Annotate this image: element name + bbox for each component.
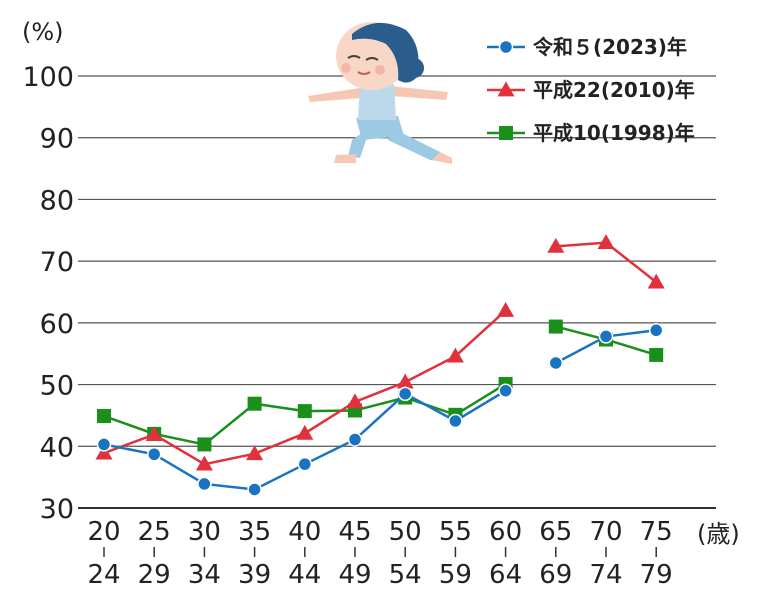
- data-point: [195, 455, 213, 471]
- legend-marker: [499, 126, 513, 140]
- data-point: [247, 396, 262, 411]
- data-point: [446, 347, 464, 363]
- y-tick-label: 40: [40, 432, 74, 463]
- x-tick-label-top: 70: [589, 517, 622, 547]
- data-point: [648, 323, 664, 338]
- data-point: [448, 413, 463, 429]
- data-point: [95, 444, 113, 460]
- data-point: [347, 432, 363, 447]
- data-point: [297, 456, 313, 472]
- data-point: [396, 373, 414, 389]
- y-axis-ticks: 30 40 50 60 70 80 90 100: [22, 62, 74, 525]
- data-point: [346, 393, 364, 409]
- y-axis-unit: (%): [22, 18, 64, 46]
- data-point: [497, 302, 515, 317]
- x-tick-label-top: 35: [238, 517, 271, 547]
- legend-marker: [498, 39, 514, 55]
- x-tick-label-bottom: 24: [87, 560, 120, 590]
- y-tick-label: 70: [40, 247, 74, 278]
- data-point: [197, 476, 212, 492]
- x-tick-label-bottom: 79: [640, 560, 673, 590]
- data-point: [647, 273, 665, 289]
- x-tick-label-top: 60: [489, 517, 522, 547]
- data-point: [246, 445, 264, 461]
- x-tick-label-bottom: 74: [589, 560, 622, 590]
- series-circle: [96, 323, 664, 497]
- x-tick-label-top: 50: [389, 517, 422, 547]
- data-point: [397, 386, 413, 402]
- x-tick-label-bottom: 59: [439, 560, 472, 590]
- legend-marker: [497, 81, 515, 97]
- legend-label: 令和５(2023)年: [533, 35, 687, 59]
- x-tick-label-bottom: 39: [238, 560, 271, 590]
- x-tick-label-top: 45: [338, 517, 371, 547]
- y-tick-label: 50: [40, 371, 74, 402]
- gridlines: [78, 75, 716, 509]
- x-tick-label-bottom: 44: [288, 560, 321, 590]
- legend-label: 平成10(1998)年: [533, 121, 695, 145]
- x-tick-label-bottom: 54: [389, 560, 422, 590]
- data-point: [548, 319, 563, 334]
- y-tick-label: 30: [40, 494, 74, 525]
- data-point: [548, 355, 564, 371]
- data-point: [547, 237, 565, 253]
- data-point: [498, 383, 513, 398]
- y-tick-label: 90: [40, 124, 74, 155]
- data-point: [247, 482, 262, 497]
- x-tick-label-top: 75: [640, 517, 673, 547]
- data-point: [145, 426, 163, 441]
- series-line: [103, 309, 507, 466]
- x-tick-label-top: 40: [288, 517, 321, 547]
- data-point: [97, 409, 111, 424]
- x-tick-label-top: 20: [87, 517, 120, 547]
- series-triangle: [95, 234, 665, 471]
- x-tick-label-bottom: 29: [138, 560, 171, 590]
- x-tick-label-bottom: 49: [338, 560, 371, 590]
- x-tick-label-bottom: 64: [489, 560, 522, 590]
- series-square: [97, 319, 664, 452]
- person-yoga-warrior-pose-icon: [308, 22, 452, 164]
- series-lines: [95, 234, 665, 497]
- x-tick-label-top: 55: [439, 517, 472, 547]
- legend-label: 平成22(2010)年: [533, 78, 695, 102]
- data-point: [597, 234, 615, 250]
- x-tick-label-bottom: 34: [188, 560, 221, 590]
- data-point: [146, 447, 162, 462]
- data-point: [296, 424, 314, 440]
- x-axis-ticks: 20 24 25 29 30 34 35 39 40 44 45 49 50 54 55 59 60 64 65 69…: [87, 517, 672, 590]
- y-tick-label: 60: [40, 309, 74, 340]
- data-point: [96, 437, 112, 452]
- data-point: [649, 347, 664, 362]
- data-point: [598, 329, 614, 344]
- y-tick-label: 80: [40, 185, 74, 216]
- x-tick-label-top: 30: [188, 517, 221, 547]
- x-tick-label-top: 25: [138, 517, 171, 547]
- x-tick-label-bottom: 69: [539, 560, 572, 590]
- data-point: [197, 437, 212, 452]
- y-tick-label: 100: [22, 62, 74, 93]
- x-tick-label-top: 65: [539, 517, 572, 547]
- data-point: [297, 404, 312, 419]
- x-axis-unit: (歳): [697, 520, 740, 548]
